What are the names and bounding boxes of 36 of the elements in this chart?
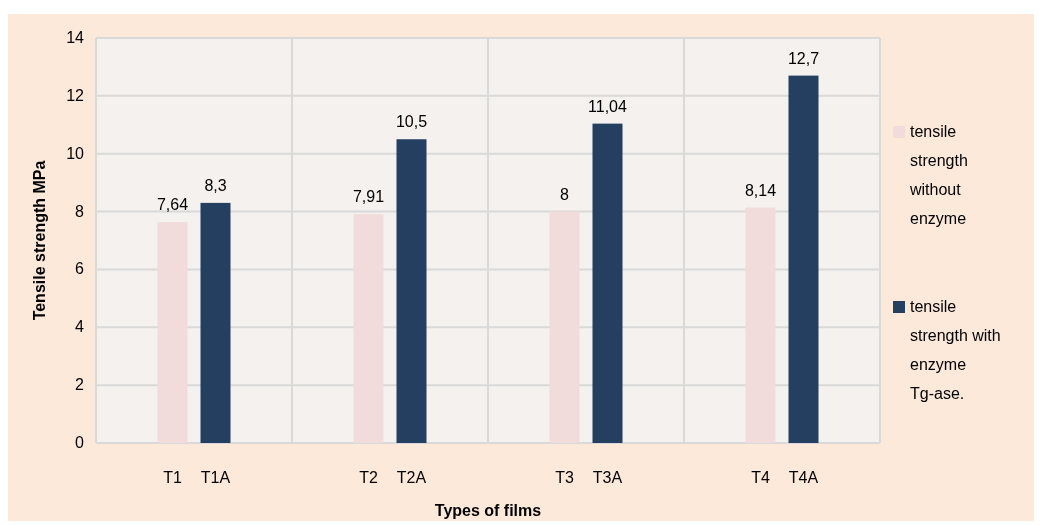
- data-label: 7,64: [156, 195, 189, 213]
- bar: [396, 139, 427, 443]
- y-tick-label: 6: [75, 260, 85, 278]
- x-tick-label: T3A: [592, 469, 623, 486]
- y-tick-label: 2: [75, 376, 85, 394]
- x-tick-label: T1: [163, 469, 182, 486]
- x-tick-label: T4A: [788, 469, 819, 486]
- y-tick-label: 4: [75, 318, 85, 336]
- data-label: 8,14: [744, 181, 777, 199]
- bar: [549, 211, 580, 443]
- data-label: 8,3: [204, 176, 227, 194]
- x-tick-label: T4: [751, 469, 770, 486]
- bar: [788, 75, 819, 443]
- legend-label: tensile strength with enzyme Tg-ase.: [910, 298, 1001, 402]
- data-label: 11,04: [588, 97, 628, 115]
- y-axis-title: Tensile strength MPa: [31, 160, 48, 321]
- bar: [353, 214, 384, 443]
- data-label: 8: [560, 185, 570, 203]
- legend-label: tensile strength without enzyme: [909, 123, 968, 227]
- x-tick-label: T3: [555, 469, 574, 486]
- x-tick-label: T1A: [200, 469, 231, 486]
- data-label: 7,91: [352, 188, 385, 206]
- bar: [592, 123, 623, 443]
- bar: [200, 202, 231, 443]
- bar: [745, 207, 776, 443]
- y-tick-label: 12: [66, 86, 85, 104]
- y-tick-label: 14: [66, 29, 85, 46]
- data-label: 12,7: [787, 49, 820, 67]
- y-tick-label: 10: [66, 144, 85, 162]
- y-tick-label: 8: [75, 202, 85, 220]
- bar: [157, 221, 188, 443]
- data-label: 10,5: [395, 113, 428, 131]
- y-tick-label: 0: [75, 434, 85, 451]
- x-tick-label: T2A: [396, 469, 427, 486]
- x-tick-label: T2: [359, 469, 378, 486]
- x-axis-title: Types of films: [434, 502, 542, 519]
